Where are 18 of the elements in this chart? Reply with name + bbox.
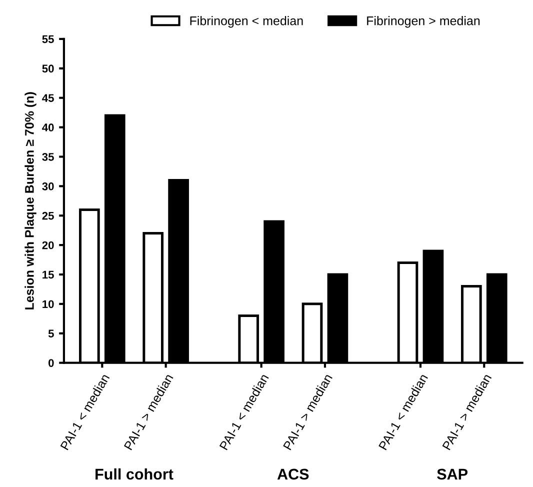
y-tick-label: 30 [42,182,54,190]
y-tick-label: 15 [42,270,54,279]
y-tick-label: 35 [42,152,54,161]
y-tick-label: 50 [42,64,54,73]
legend-label: Fibrinogen > median [367,16,480,28]
y-tick-label: 20 [42,241,54,250]
y-tick-label: 40 [42,124,54,132]
legend-label: Fibrinogen < median [190,16,303,28]
text: Full cohort [96,468,174,480]
text: SAP [437,468,468,480]
y-tick-label: 10 [42,300,54,308]
y-tick-label: 25 [42,212,54,220]
y-tick-label: 45 [42,94,54,102]
y-axis-title: Lesion with Plaque Burden ≥ 70% (n) [24,92,36,310]
y-tick-label: 0 [48,359,54,367]
y-tick-label: 5 [48,330,54,338]
text: ACS [277,468,309,480]
y-tick-label: 55 [42,35,54,44]
